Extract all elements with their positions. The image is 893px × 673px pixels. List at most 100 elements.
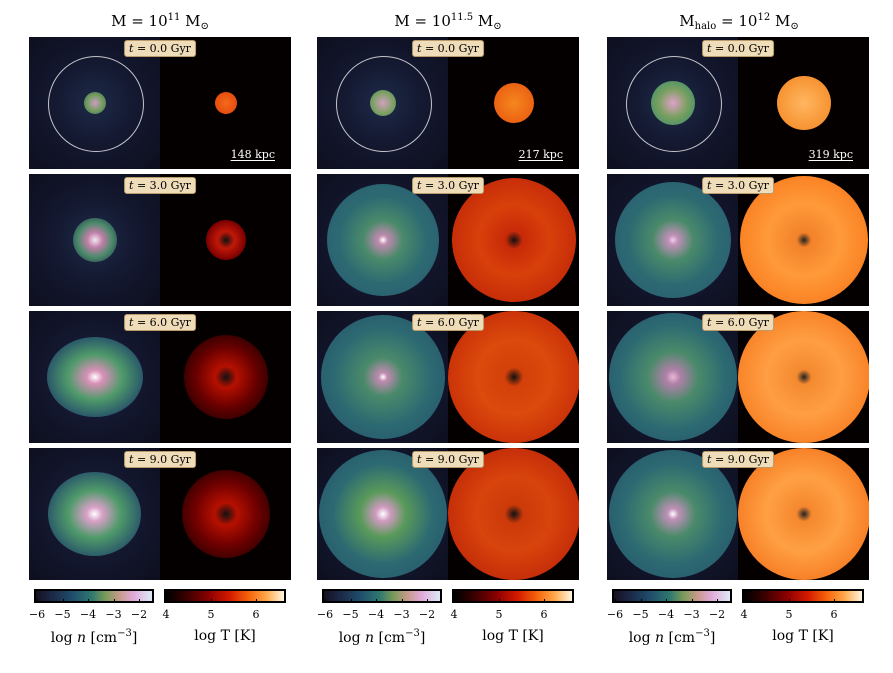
colorbar-tick-mark bbox=[37, 599, 38, 603]
column-title-1: M = 1011 M⊙ bbox=[30, 6, 290, 32]
label-part: [cm bbox=[374, 630, 406, 646]
density-map bbox=[317, 174, 448, 306]
simulation-panel: t = 6.0 Gyr bbox=[29, 311, 291, 443]
title-text: M = 10 bbox=[111, 12, 168, 30]
time-variable: t bbox=[707, 179, 712, 192]
time-variable: t bbox=[417, 42, 422, 55]
temperature-map bbox=[160, 174, 291, 306]
time-label: t = 0.0 Gyr bbox=[124, 40, 196, 57]
time-value: = 3.0 Gyr bbox=[133, 179, 191, 192]
time-label: t = 9.0 Gyr bbox=[124, 451, 196, 468]
virial-radius-circle bbox=[625, 56, 722, 152]
time-label: t = 9.0 Gyr bbox=[702, 451, 774, 468]
gas-temperature-blob bbox=[205, 220, 246, 260]
title-text: = 10 bbox=[716, 12, 758, 30]
time-variable: t bbox=[707, 42, 712, 55]
gas-temperature-blob bbox=[447, 311, 579, 443]
simulation-panel: t = 0.0 Gyr 217 kpc bbox=[317, 37, 579, 169]
colorbar-tick-mark bbox=[62, 599, 64, 603]
label-part: −3 bbox=[695, 628, 710, 639]
colorbar-tick-mark bbox=[113, 599, 115, 603]
colorbar-tick-mark bbox=[640, 599, 642, 603]
density-tick-label: −4 bbox=[367, 608, 385, 621]
label-part: [cm bbox=[86, 630, 118, 646]
colorbar-tick-mark bbox=[789, 599, 790, 603]
gas-temperature-blob bbox=[739, 176, 868, 304]
temperature-map bbox=[160, 311, 291, 443]
title-exponent: 11.5 bbox=[450, 12, 474, 23]
density-tick-label: −4 bbox=[79, 608, 97, 621]
density-tick-label: −5 bbox=[54, 608, 71, 621]
density-colorbar bbox=[34, 589, 154, 603]
simulation-panel: t = 3.0 Gyr bbox=[317, 174, 579, 306]
temperature-tick-label: 5 bbox=[495, 608, 503, 621]
temperature-colorbar-label: log T [K] bbox=[482, 628, 544, 644]
simulation-panel: t = 0.0 Gyr 148 kpc bbox=[29, 37, 291, 169]
colorbar-tick-mark bbox=[744, 599, 745, 603]
temperature-map bbox=[160, 37, 291, 169]
time-label: t = 6.0 Gyr bbox=[412, 314, 484, 331]
time-variable: t bbox=[417, 179, 422, 192]
colorbar-tick-mark bbox=[401, 599, 403, 603]
temperature-tick-label: 6 bbox=[540, 608, 548, 621]
density-colorbar bbox=[322, 589, 442, 603]
colorbar-tick-mark bbox=[166, 599, 167, 603]
time-label: t = 0.0 Gyr bbox=[412, 40, 484, 57]
density-map bbox=[607, 448, 738, 580]
time-variable: t bbox=[707, 453, 712, 466]
density-tick-label: −3 bbox=[393, 608, 410, 621]
density-map bbox=[607, 311, 738, 443]
label-part: ] bbox=[419, 630, 426, 646]
gas-density-blob bbox=[326, 184, 439, 296]
colorbar-tick-mark bbox=[325, 599, 326, 603]
label-part: n bbox=[77, 630, 87, 646]
gas-temperature-blob bbox=[214, 92, 237, 114]
label-part: log bbox=[628, 630, 656, 646]
colorbar-tick-mark bbox=[615, 599, 616, 603]
density-tick-label: −3 bbox=[683, 608, 700, 621]
label-part: −3 bbox=[405, 628, 420, 639]
simulation-panel: t = 3.0 Gyr bbox=[29, 174, 291, 306]
simulation-panel: t = 3.0 Gyr bbox=[607, 174, 869, 306]
colorbar-tick-mark bbox=[544, 599, 545, 603]
colorbar-tick-mark bbox=[499, 599, 500, 603]
simulation-panel: t = 6.0 Gyr bbox=[317, 311, 579, 443]
time-label: t = 3.0 Gyr bbox=[412, 177, 484, 194]
temperature-map bbox=[738, 37, 869, 169]
density-colorbar-label: log n [cm−3] bbox=[339, 628, 426, 646]
density-tick-label: −3 bbox=[105, 608, 122, 621]
title-exponent: 12 bbox=[757, 12, 771, 23]
time-value: = 0.0 Gyr bbox=[711, 42, 769, 55]
density-tick-label: −6 bbox=[316, 608, 334, 621]
density-colorbar bbox=[612, 589, 732, 603]
temperature-map bbox=[447, 448, 579, 580]
time-value: = 0.0 Gyr bbox=[133, 42, 191, 55]
label-part: log bbox=[338, 630, 366, 646]
time-value: = 9.0 Gyr bbox=[133, 453, 191, 466]
title-text: M bbox=[679, 12, 695, 30]
colorbar-tick-mark bbox=[666, 599, 667, 603]
temperature-map bbox=[737, 448, 869, 580]
scale-bar-label: 319 kpc bbox=[808, 148, 853, 161]
temperature-tick-label: 4 bbox=[740, 608, 748, 621]
colorbar-tick-mark bbox=[256, 599, 257, 603]
title-unit: M bbox=[770, 12, 791, 30]
temperature-tick-label: 4 bbox=[450, 608, 458, 621]
simulation-panel: t = 6.0 Gyr bbox=[607, 311, 869, 443]
title-subscript: halo bbox=[694, 21, 717, 32]
temperature-colorbar bbox=[742, 589, 864, 603]
density-map bbox=[29, 311, 160, 443]
title-sun-symbol: ⊙ bbox=[493, 21, 502, 32]
colorbar-tick-mark bbox=[427, 599, 428, 603]
density-tick-label: −4 bbox=[657, 608, 675, 621]
time-label: t = 9.0 Gyr bbox=[412, 451, 484, 468]
time-variable: t bbox=[129, 42, 134, 55]
time-value: = 9.0 Gyr bbox=[421, 453, 479, 466]
gas-density-blob bbox=[608, 450, 737, 578]
gas-temperature-blob bbox=[447, 448, 579, 580]
time-variable: t bbox=[417, 453, 422, 466]
column-title-2: M = 1011.5 M⊙ bbox=[318, 6, 578, 32]
density-map bbox=[317, 311, 448, 443]
gas-temperature-blob bbox=[183, 335, 268, 419]
gas-temperature-blob bbox=[776, 76, 831, 130]
